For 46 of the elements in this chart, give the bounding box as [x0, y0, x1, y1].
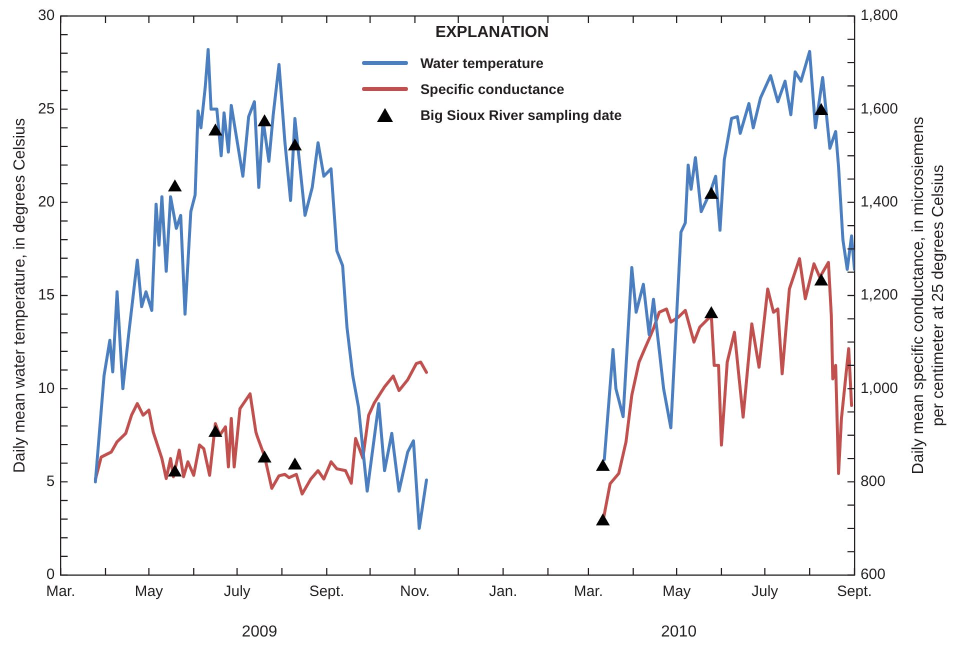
y2-tick-label: 1,200: [860, 286, 898, 304]
point: [208, 424, 222, 437]
x-tick-label: Jan.: [488, 583, 518, 600]
y2-axis-title: Daily mean specific conductance, in microsiemens per centimeter at 25 degrees Celsius: [910, 116, 947, 474]
x-tick-label: Mar.: [46, 583, 76, 600]
y-tick-label: 30: [38, 7, 55, 24]
point: [258, 114, 272, 126]
x-tick-label: Sept.: [836, 583, 872, 600]
point: [208, 124, 222, 136]
point: [168, 179, 182, 192]
y-tick-label: 15: [38, 286, 55, 304]
point: [168, 464, 182, 477]
x-tick-label: July: [224, 583, 251, 600]
legend-title: EXPLANATION: [434, 24, 550, 42]
y2-tick-label: 1,000: [860, 380, 898, 397]
y2-tick-label: 1,400: [860, 193, 898, 210]
x-tick-label: May: [662, 583, 692, 600]
y-tick-label: 5: [46, 472, 55, 490]
point: [288, 138, 302, 150]
point: [814, 274, 828, 286]
point: [258, 450, 272, 463]
point: [596, 513, 610, 526]
legend-label: Water temperature: [420, 55, 544, 71]
point: [596, 458, 610, 471]
y2-tick-label: 1,800: [860, 7, 898, 24]
y-tick-label: 20: [38, 193, 55, 210]
y-tick-label: 10: [38, 380, 55, 397]
y-tick-label: 0: [46, 566, 55, 584]
text: 2010: [660, 623, 697, 640]
x-tick-label: Nov.: [400, 583, 430, 600]
legend-label: Big Sioux River sampling date: [420, 107, 622, 123]
point: [814, 103, 828, 116]
y-axis-title: Daily mean water temperature, in degrees Celsius: [11, 118, 28, 473]
x-tick-label: Sept.: [309, 583, 344, 600]
text: 2009: [242, 623, 278, 640]
x-tick-label: Mar.: [574, 583, 604, 600]
legend-label: Specific conductance: [420, 81, 564, 97]
y2-tick-label: 600: [860, 566, 886, 584]
x-tick-label: July: [751, 583, 779, 600]
x-tick-label: May: [134, 583, 164, 600]
point: [704, 186, 718, 199]
point: [704, 306, 718, 318]
point: [288, 458, 302, 470]
y-tick-label: 25: [38, 100, 55, 118]
y2-tick-label: 800: [860, 472, 886, 490]
y2-tick-label: 1,600: [860, 100, 898, 118]
